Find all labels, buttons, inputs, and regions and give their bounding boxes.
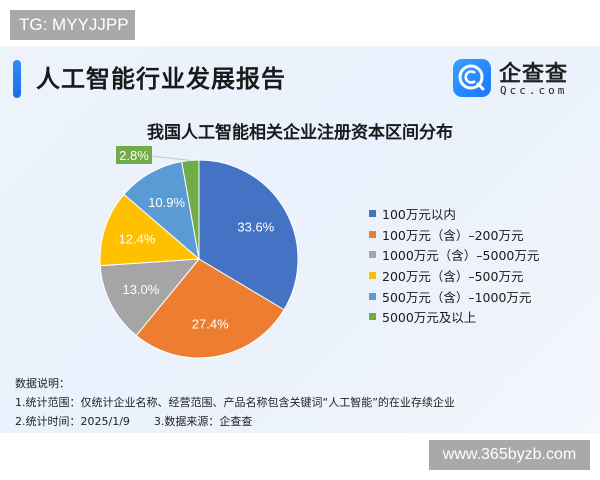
legend-swatch — [369, 230, 376, 238]
data-notes: 数据说明： 1.统计范围：仅统计企业名称、经营范围、产品名称包含关键词“人工智能… — [15, 374, 455, 431]
pie-slice — [135, 258, 285, 359]
pie-slice — [181, 159, 200, 260]
slice-label: 12.4% — [119, 231, 156, 246]
logo-name-cn: 企查查 — [499, 62, 569, 87]
legend-swatch — [369, 292, 376, 300]
chart-legend: 100万元以内 100万元（含）–200万元 1000万元（含）–5000万元 … — [369, 203, 539, 327]
notes-scope: 1.统计范围：仅统计企业名称、经营范围、产品名称包含关键词“人工智能”的在业存续… — [15, 396, 455, 409]
notes-heading: 数据说明： — [15, 377, 70, 390]
slice-label: 13.0% — [122, 282, 159, 297]
legend-swatch — [369, 209, 376, 217]
legend-swatch — [369, 271, 376, 279]
page-title: 人工智能行业发展报告 — [36, 65, 286, 93]
slice-label: 27.4% — [192, 316, 229, 331]
report-card — [0, 46, 600, 433]
legend-item: 200万元（含）–500万元 — [369, 265, 539, 286]
pie-slice — [99, 193, 201, 267]
slice-label: 33.6% — [237, 220, 274, 235]
pie-slice — [99, 258, 201, 337]
logo-name-en: Qcc.com — [500, 84, 568, 97]
pie-slice — [123, 160, 200, 261]
qcc-search-icon — [453, 59, 491, 97]
slice-label: 10.9% — [148, 195, 185, 210]
legend-item: 500万元（含）–1000万元 — [369, 286, 539, 307]
legend-swatch — [369, 313, 376, 321]
notes-row2: 2.统计时间：2025/1/9 3.数据来源：企查查 — [15, 412, 455, 431]
legend-item: 100万元（含）–200万元 — [369, 224, 539, 245]
watermark-bottom: www.365byzb.com — [429, 440, 590, 470]
legend-item: 100万元以内 — [369, 203, 539, 224]
slice-label: 2.8% — [119, 148, 149, 163]
legend-item: 1000万元（含）–5000万元 — [369, 244, 539, 265]
watermark-top: TG: MYYJJPP — [10, 10, 135, 40]
notes-source: 3.数据来源：企查查 — [153, 415, 253, 428]
chart-title: 我国人工智能相关企业注册资本区间分布 — [147, 123, 453, 143]
legend-swatch — [369, 251, 376, 259]
legend-item: 5000万元及以上 — [369, 306, 539, 327]
callout-box — [116, 146, 152, 164]
pie-slice — [198, 159, 299, 311]
notes-date: 2.统计时间：2025/1/9 — [15, 415, 130, 428]
title-accent-bar — [13, 60, 21, 98]
